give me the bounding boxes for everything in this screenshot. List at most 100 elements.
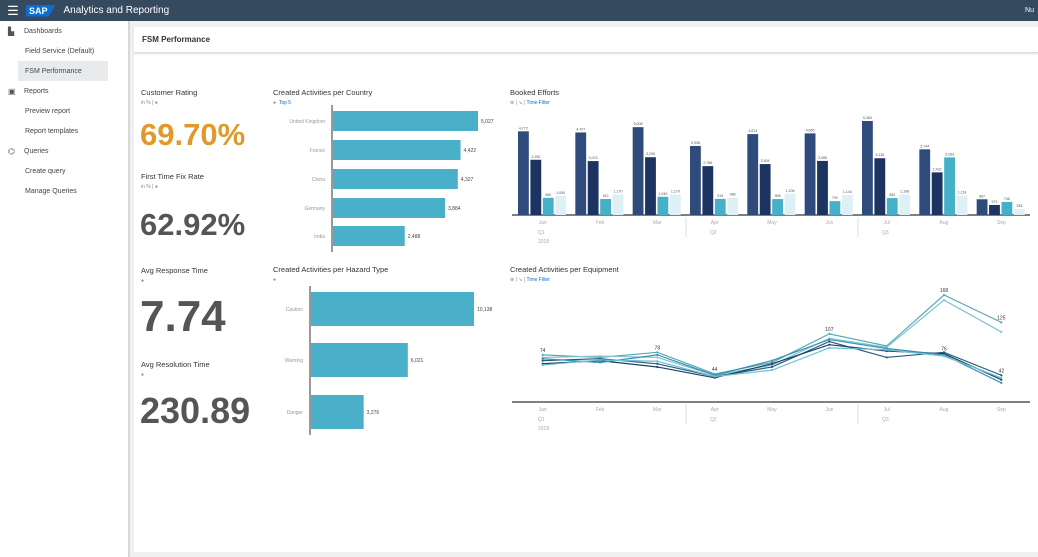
- data-label: 3,283: [945, 152, 954, 156]
- filter-link[interactable]: Top 5: [278, 100, 292, 106]
- kpi-value: 7.74: [140, 292, 226, 341]
- data-point: [828, 338, 831, 341]
- app-title: Analytics and Reporting: [63, 5, 170, 16]
- month-label: Jan: [539, 220, 547, 226]
- chart-title: Booked Efforts: [510, 88, 560, 97]
- bar: [919, 149, 931, 215]
- bar: [612, 194, 624, 215]
- data-label: 3,884: [448, 206, 461, 212]
- bar: [333, 140, 461, 160]
- data-point: [885, 356, 888, 359]
- sidebar-item[interactable]: FSM Performance: [18, 61, 108, 81]
- quarter-label: Q3: [882, 417, 889, 423]
- kpi-value: 62.92%: [140, 207, 246, 242]
- bar: [542, 197, 554, 215]
- data-label: 5,008: [634, 122, 643, 126]
- data-label: 5,360: [863, 116, 872, 120]
- data-point: [541, 359, 544, 362]
- time-filter-link[interactable]: Time Filter: [526, 100, 550, 106]
- sidebar-item[interactable]: ⌬ Queries: [0, 141, 128, 161]
- data-point: [828, 346, 831, 349]
- data-label: 2,432: [933, 167, 942, 171]
- bar: [587, 161, 599, 215]
- data-point: [828, 332, 831, 335]
- bar: [759, 164, 771, 215]
- data-label: 573: [991, 200, 997, 204]
- info-icon: ●: [141, 278, 145, 284]
- bar: [575, 132, 587, 215]
- data-label: 3,938: [691, 141, 700, 145]
- data-point: [656, 353, 659, 356]
- month-label: Aug: [940, 407, 949, 413]
- data-label: 78: [655, 345, 661, 351]
- kpi-title: Customer Rating: [141, 88, 198, 97]
- bar: [333, 169, 458, 189]
- data-label: 3,744: [920, 144, 929, 148]
- data-point: [541, 357, 544, 360]
- bar: [311, 343, 408, 377]
- bar: [555, 195, 567, 215]
- data-point: [828, 343, 831, 346]
- quarter-label: Q3: [882, 230, 889, 236]
- sidebar-item[interactable]: Manage Queries: [0, 181, 128, 201]
- sidebar-item[interactable]: Create query: [0, 161, 128, 181]
- data-label: 3,276: [367, 410, 380, 416]
- data-point: [656, 356, 659, 359]
- data-point: [656, 362, 659, 365]
- sidebar-item[interactable]: Field Service (Default): [0, 41, 128, 61]
- month-label: Mar: [653, 220, 662, 226]
- sidebar-item[interactable]: ▣ Reports: [0, 81, 128, 101]
- sidebar-item[interactable]: ▙ Dashboards: [0, 21, 128, 41]
- bar: [817, 160, 828, 215]
- bar: [899, 194, 911, 215]
- bar: [931, 172, 943, 215]
- data-label: 4,422: [464, 148, 477, 154]
- month-label: Jun: [825, 407, 833, 413]
- drill-icon[interactable]: ↘: [518, 277, 523, 283]
- bar: [1001, 201, 1013, 215]
- data-label: 6,021: [411, 358, 424, 364]
- month-label: Mar: [653, 407, 662, 413]
- data-label: 4,707: [576, 127, 585, 131]
- data-label: 897: [979, 194, 985, 198]
- kpi-customer-rating[interactable]: Customer Rating in % | ●: [141, 88, 198, 106]
- drill-icon[interactable]: ↘: [518, 100, 523, 106]
- kpi-title: Avg Response Time: [141, 266, 208, 275]
- kpi-avg-response[interactable]: Avg Response Time ●: [141, 266, 208, 284]
- hamburger-menu-icon[interactable]: ☰: [7, 2, 19, 18]
- sidebar-item[interactable]: Report templates: [0, 121, 128, 141]
- kpi-first-time-fix[interactable]: First Time Fix Rate in % | ●: [141, 172, 204, 190]
- data-label: 3,150: [531, 155, 540, 159]
- data-point: [1000, 378, 1003, 381]
- bar: [772, 199, 783, 215]
- quarter-label: Q2: [710, 417, 717, 423]
- bar: [518, 131, 529, 215]
- data-label: 74: [540, 348, 546, 354]
- data-point: [656, 351, 659, 354]
- widget-header-equipment: Created Activities per Equipment ⊕ | ↘ |…: [510, 265, 619, 283]
- data-point: [885, 348, 888, 351]
- sidebar-item[interactable]: Preview report: [0, 101, 128, 121]
- bar: [727, 197, 739, 215]
- data-point: [598, 355, 602, 358]
- widget-header-booked: Booked Efforts ⊕ | ↘ | Time Filter: [510, 88, 560, 106]
- data-label: 4,655: [806, 128, 815, 132]
- category-label: United Kingdom: [289, 119, 325, 125]
- kpi-avg-resolution[interactable]: Avg Resolution Time ●: [141, 360, 210, 378]
- bar: [333, 111, 478, 131]
- data-label: 1,170: [671, 189, 680, 193]
- kpi-value: 230.89: [140, 390, 251, 431]
- kpi-unit: in %: [141, 184, 151, 190]
- data-point: [541, 363, 544, 367]
- globe-icon[interactable]: ⊕: [510, 100, 515, 106]
- dashboard-icon: ▙: [8, 26, 15, 36]
- globe-icon[interactable]: ⊕: [510, 277, 515, 283]
- bar: [841, 194, 853, 215]
- sidebar-item-label: Manage Queries: [25, 187, 77, 195]
- sidebar-item-label: Queries: [24, 147, 49, 155]
- time-filter-link[interactable]: Time Filter: [526, 277, 550, 283]
- user-menu[interactable]: Nu: [1025, 7, 1034, 14]
- month-label: Sep: [997, 220, 1006, 226]
- data-label: 1,206: [785, 189, 794, 193]
- sap-logo: SAP: [26, 4, 56, 17]
